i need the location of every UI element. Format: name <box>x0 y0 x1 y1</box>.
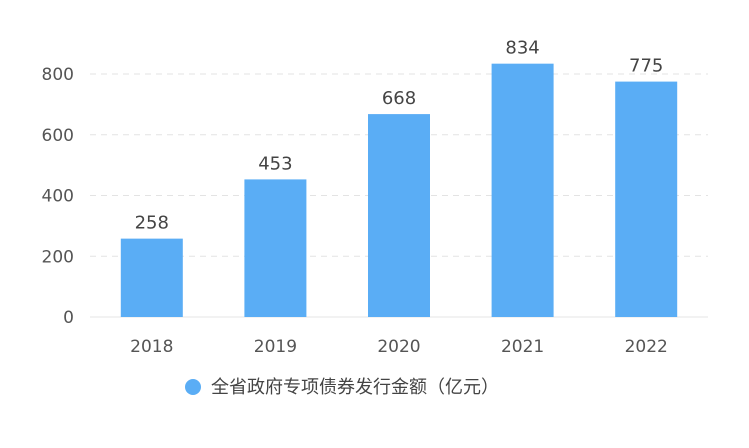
x-tick-label: 2018 <box>130 337 173 357</box>
x-tick-label: 2021 <box>501 337 544 357</box>
bar <box>615 81 678 317</box>
y-tick-label: 800 <box>42 65 74 85</box>
y-tick-label: 200 <box>42 247 74 267</box>
y-tick-label: 600 <box>42 126 74 146</box>
y-axis-ticks: 0 200 400 600 800 <box>42 65 74 328</box>
data-label: 775 <box>629 56 663 77</box>
data-labels: 258 453 668 834 775 <box>135 38 664 234</box>
legend-marker-icon <box>185 379 201 395</box>
legend[interactable]: 全省政府专项债券发行金额（亿元） <box>185 377 499 398</box>
bar <box>120 238 183 317</box>
x-tick-label: 2019 <box>254 337 297 357</box>
data-label: 453 <box>258 153 292 174</box>
data-label: 258 <box>135 213 169 234</box>
legend-label: 全省政府专项债券发行金额（亿元） <box>211 377 499 398</box>
data-label: 668 <box>382 88 416 109</box>
y-tick-label: 0 <box>63 308 74 328</box>
bars <box>120 63 678 317</box>
x-tick-label: 2020 <box>377 337 420 357</box>
y-tick-label: 400 <box>42 187 74 207</box>
bar <box>491 63 554 317</box>
bar <box>368 114 430 317</box>
bar <box>244 179 307 317</box>
data-label: 834 <box>505 38 539 59</box>
x-tick-label: 2022 <box>625 337 668 357</box>
x-axis-ticks: 2018 2019 2020 2021 2022 <box>130 337 668 357</box>
